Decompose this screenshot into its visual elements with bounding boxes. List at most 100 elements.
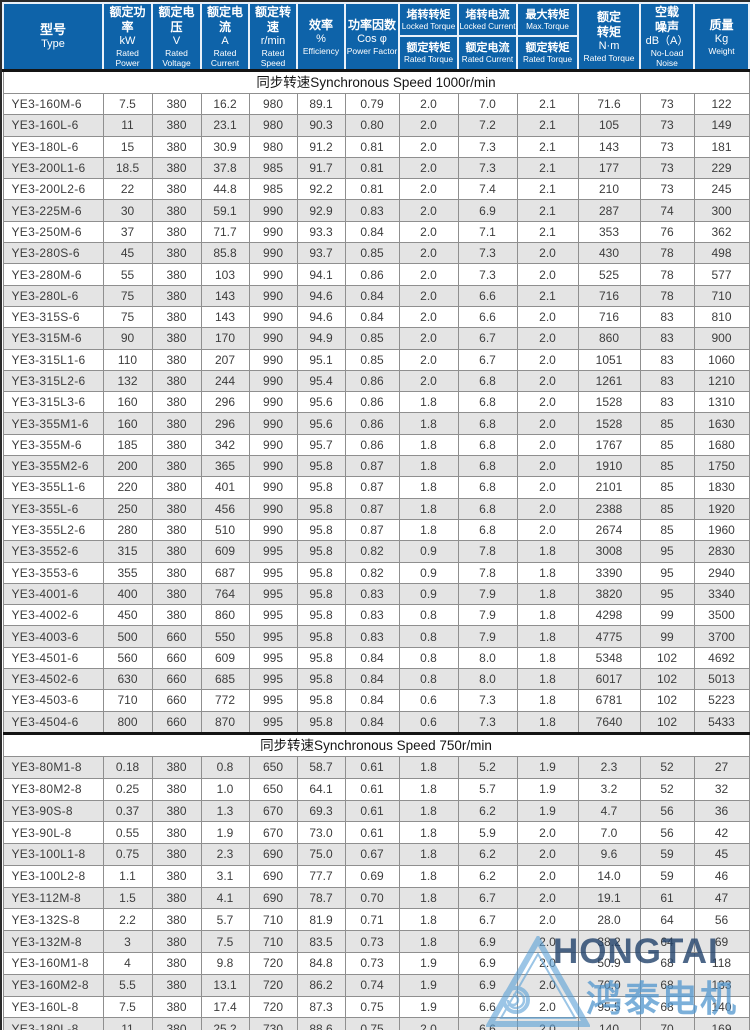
value-cell: 1.9 [516, 777, 579, 801]
value-cell: 81.9 [296, 908, 346, 932]
value-cell: 102 [639, 710, 695, 734]
value-cell: 0.75 [102, 843, 153, 866]
value-cell: 7.3 [457, 689, 518, 712]
value-cell: 0.81 [344, 156, 400, 180]
value-cell: 0.8 [398, 625, 459, 648]
value-cell: 1.8 [398, 497, 459, 520]
value-cell: 7.3 [457, 242, 518, 265]
value-cell: 1.8 [516, 625, 579, 648]
value-cell: 990 [248, 455, 298, 478]
value-cell: 690 [248, 886, 298, 910]
value-cell: 380 [151, 369, 202, 393]
value-cell: 99 [639, 604, 695, 627]
value-cell: 95.8 [296, 604, 346, 627]
value-cell: 380 [151, 973, 202, 997]
value-cell: 0.37 [102, 799, 153, 823]
value-cell: 0.87 [344, 497, 400, 520]
value-cell: 1060 [693, 348, 750, 371]
value-cell: 177 [577, 156, 641, 180]
value-cell: 17.4 [200, 995, 250, 1019]
value-cell: 27 [693, 755, 750, 779]
value-cell: 995 [248, 604, 298, 627]
value-cell: 380 [151, 220, 202, 244]
value-cell: 19.1 [577, 886, 641, 910]
value-cell: 0.9 [398, 582, 459, 606]
value-cell: 1.8 [398, 930, 459, 954]
value-cell: 46 [693, 864, 750, 888]
model-cell: YE3-3552-6 [2, 540, 104, 563]
value-cell: 9.8 [200, 952, 250, 975]
value-cell: 1830 [693, 476, 750, 499]
model-cell: YE3-225M-6 [2, 199, 104, 222]
value-cell: 6.2 [457, 864, 518, 888]
value-cell: 5223 [693, 689, 750, 712]
value-cell: 30 [102, 199, 153, 222]
value-cell: 500 [102, 625, 153, 648]
model-cell: YE3-160M2-8 [2, 973, 104, 997]
value-cell: 870 [200, 710, 250, 734]
value-cell: 380 [151, 540, 202, 563]
value-cell: 710 [693, 284, 750, 307]
value-cell: 990 [248, 242, 298, 265]
value-cell: 95.8 [296, 689, 346, 712]
value-cell: 4692 [693, 646, 750, 670]
value-cell: 710 [248, 908, 298, 932]
value-cell: 44.8 [200, 178, 250, 201]
value-cell: 73 [639, 156, 695, 180]
value-cell: 296 [200, 391, 250, 414]
value-cell: 380 [151, 518, 202, 542]
value-cell: 0.25 [102, 777, 153, 801]
col-header-type: 型号 Type [2, 2, 104, 72]
value-cell: 0.55 [102, 821, 153, 845]
value-cell: 355 [102, 561, 153, 584]
value-cell: 6.2 [457, 799, 518, 823]
value-cell: 47 [693, 886, 750, 910]
value-cell: 990 [248, 497, 298, 520]
value-cell: 2.0 [516, 433, 579, 457]
value-cell: 380 [151, 843, 202, 866]
value-cell: 6.6 [457, 995, 518, 1019]
table-row: YE3-160M2-8 5.5 380 13.1 720 86.2 0.74 1.9 6.9 2.… [2, 973, 750, 997]
value-cell: 3 [102, 930, 153, 954]
value-cell: 380 [151, 995, 202, 1019]
model-cell: YE3-160L-6 [2, 114, 104, 137]
value-cell: 380 [151, 284, 202, 307]
value-cell: 0.81 [344, 135, 400, 158]
value-cell: 73 [639, 178, 695, 201]
col-header-rated-torque: 额定 转矩 N·m Rated Torque [577, 2, 641, 72]
value-cell: 0.84 [344, 668, 400, 691]
model-cell: YE3-250M-6 [2, 220, 104, 244]
value-cell: 1.8 [398, 433, 459, 457]
value-cell: 670 [248, 799, 298, 823]
model-cell: YE3-315L3-6 [2, 391, 104, 414]
value-cell: 995 [248, 582, 298, 606]
value-cell: 0.8 [200, 755, 250, 779]
value-cell: 630 [102, 668, 153, 691]
value-cell: 3820 [577, 582, 641, 606]
value-cell: 59.1 [200, 199, 250, 222]
value-cell: 68 [639, 973, 695, 997]
value-cell: 1.8 [398, 843, 459, 866]
value-cell: 362 [693, 220, 750, 244]
model-cell: YE3-4502-6 [2, 668, 104, 691]
value-cell: 2.0 [398, 114, 459, 137]
value-cell: 2.0 [516, 348, 579, 371]
value-cell: 71.7 [200, 220, 250, 244]
value-cell: 1.8 [516, 582, 579, 606]
value-cell: 38.2 [577, 930, 641, 954]
value-cell: 64.1 [296, 777, 346, 801]
value-cell: 7.1 [457, 220, 518, 244]
value-cell: 75.0 [296, 843, 346, 866]
value-cell: 0.84 [344, 689, 400, 712]
value-cell: 380 [151, 777, 202, 801]
value-cell: 0.79 [344, 92, 400, 116]
value-cell: 102 [639, 689, 695, 712]
value-cell: 1.8 [398, 391, 459, 414]
value-cell: 2388 [577, 497, 641, 520]
value-cell: 92.9 [296, 199, 346, 222]
model-cell: YE3-100L1-8 [2, 843, 104, 866]
value-cell: 84.8 [296, 952, 346, 975]
model-cell: YE3-90S-8 [2, 799, 104, 823]
value-cell: 59 [639, 843, 695, 866]
value-cell: 1767 [577, 433, 641, 457]
